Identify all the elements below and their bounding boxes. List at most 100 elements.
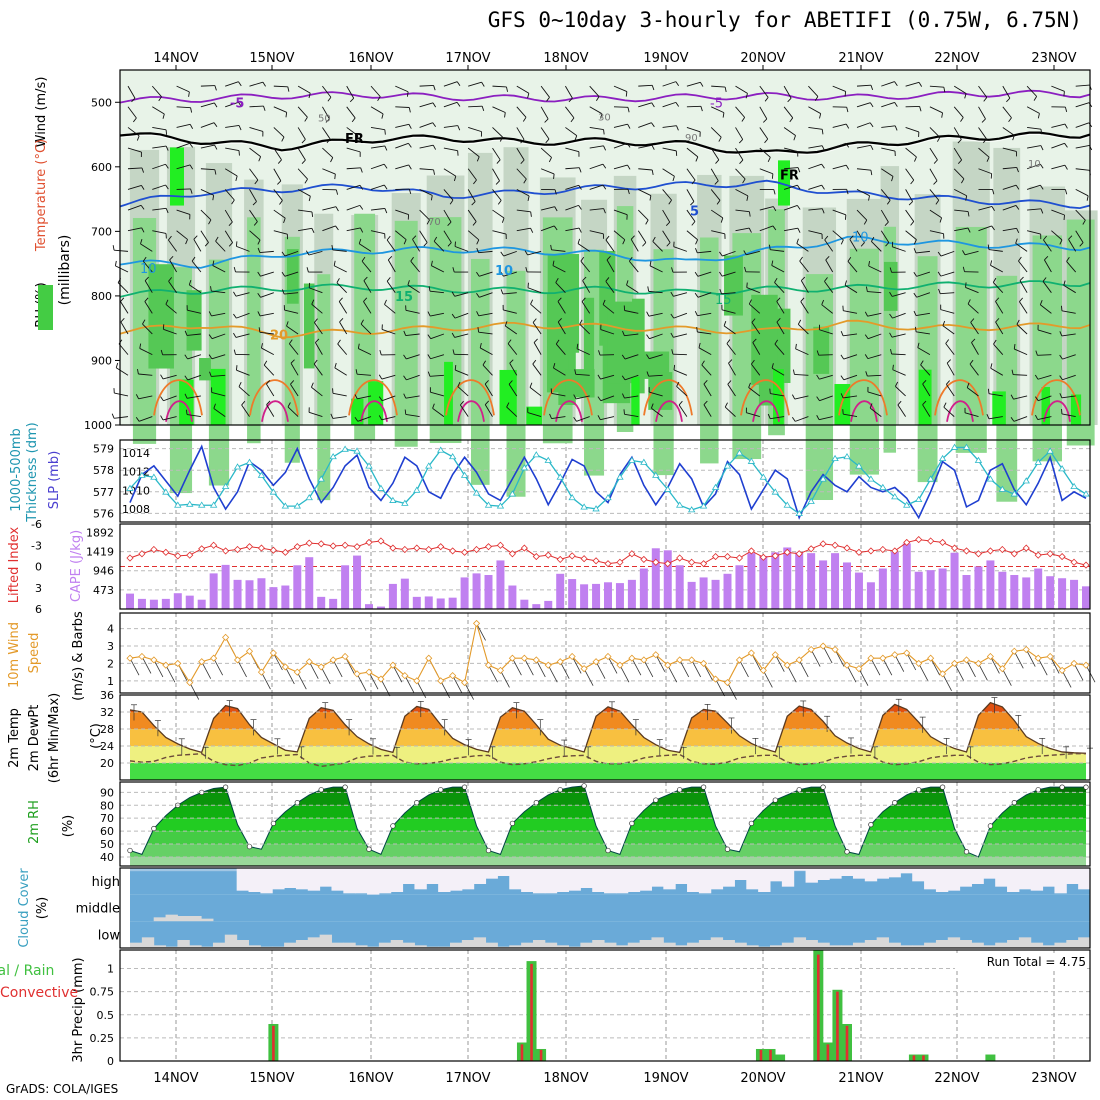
wind-barb: [138, 416, 153, 422]
wind-barb: [432, 407, 445, 417]
wind-barb: [184, 354, 188, 360]
wind-barb: [929, 147, 938, 161]
wind-barb: [580, 256, 585, 262]
cape-bar: [496, 560, 505, 609]
wind-barb: [381, 374, 396, 380]
wind-barb: [978, 127, 987, 140]
wind-barb: [360, 167, 363, 173]
wind-barb: [589, 106, 603, 115]
wind-barb: [847, 261, 858, 273]
wind-barb: [1026, 230, 1041, 235]
date-label-top: 23NOV: [1031, 51, 1076, 66]
wind-barb: [456, 81, 461, 87]
wind-barb: [794, 374, 809, 376]
wind-barb: [596, 96, 600, 101]
wind-barb: [249, 209, 258, 222]
wind-barb: [605, 277, 610, 282]
wind-speed-marker: [700, 659, 708, 668]
wind-speed-marker: [353, 670, 361, 678]
wind-barb: [652, 241, 663, 252]
wind-barb: [889, 332, 893, 338]
wind-barb: [967, 303, 979, 314]
wind-barb: [284, 666, 295, 685]
rh-band: [773, 369, 784, 425]
wind-barb: [565, 147, 580, 153]
isotherm-label: 10: [495, 264, 513, 279]
wind-speed-marker: [1058, 666, 1066, 674]
wind-barb: [719, 271, 723, 277]
wind-speed-marker: [544, 661, 552, 669]
wind-barb: [581, 301, 591, 314]
wind-barb: [966, 382, 970, 388]
wind-barb: [870, 102, 874, 108]
wind-barb: [332, 659, 343, 678]
wind-barb: [603, 129, 605, 135]
cloud-bar: [402, 942, 415, 948]
date-label-bottom: 15NOV: [249, 1071, 294, 1086]
wind-barb: [322, 127, 331, 140]
wind-barb: [920, 360, 924, 366]
wind-barb: [208, 334, 213, 339]
wind-barb: [1062, 354, 1076, 360]
wind-barb: [784, 227, 798, 232]
wind-barb: [624, 310, 639, 314]
lifted-index-marker: [556, 555, 564, 563]
wind-barb: [200, 189, 214, 196]
cape-bar: [699, 577, 708, 609]
wind-barb: [419, 84, 434, 87]
cloud-bar: [473, 937, 487, 948]
wind-barb: [637, 230, 647, 243]
cloud-bar: [734, 942, 747, 948]
slp-marker: [305, 493, 313, 501]
cape-bar: [1046, 576, 1055, 609]
wind-barb: [668, 199, 672, 205]
wind-barb: [856, 189, 870, 197]
wind-speed-marker: [281, 663, 289, 671]
wind-barb: [716, 200, 721, 205]
wind-barb: [1062, 374, 1076, 381]
wind-barb: [142, 319, 146, 325]
wind-speed-marker: [652, 651, 660, 659]
rh-contour-label: 10: [1028, 159, 1041, 170]
wind-barb: [832, 123, 847, 128]
wind-barb: [193, 235, 198, 240]
wind-barb: [922, 404, 931, 417]
wind-barb: [249, 168, 259, 181]
wind-barb: [277, 180, 282, 185]
wind-barb: [743, 250, 747, 256]
wind-barb: [412, 239, 420, 252]
lifted-index-marker: [1070, 558, 1078, 566]
lifted-index-marker: [281, 548, 289, 556]
precip-convective-bar: [845, 1025, 849, 1061]
wind-speed-marker: [927, 654, 935, 662]
wind-barb: [917, 342, 920, 348]
wind-barb: [1038, 395, 1052, 402]
wind-barb: [516, 127, 525, 140]
wind-barb: [476, 156, 480, 162]
wind-barb: [322, 225, 336, 232]
wind-barb: [430, 260, 433, 266]
wind-barb: [140, 238, 143, 244]
wind-speed-marker: [604, 652, 612, 661]
cape-bar: [233, 579, 242, 609]
wind-barb: [605, 239, 615, 252]
rh2m-label-b: (%): [61, 815, 76, 838]
wind-barb: [1013, 416, 1028, 422]
wind-barb: [554, 206, 558, 212]
cloud-bar: [295, 868, 309, 890]
wind-speed-marker: [1082, 661, 1090, 669]
wind-barb: [433, 169, 435, 175]
wind-barb: [643, 659, 654, 678]
rh-band: [186, 290, 202, 351]
wind-barb: [894, 81, 898, 86]
rh-marker: [1059, 784, 1065, 790]
lifted-index-marker: [927, 537, 935, 545]
rh-marker: [963, 849, 970, 855]
wind-barb: [430, 354, 445, 360]
rh-marker: [270, 820, 277, 827]
wind-barb: [406, 91, 409, 97]
wind-barb: [506, 402, 510, 408]
wind-speed-marker: [329, 656, 337, 664]
wind-barb: [978, 225, 992, 232]
wind-barb: [273, 147, 282, 161]
